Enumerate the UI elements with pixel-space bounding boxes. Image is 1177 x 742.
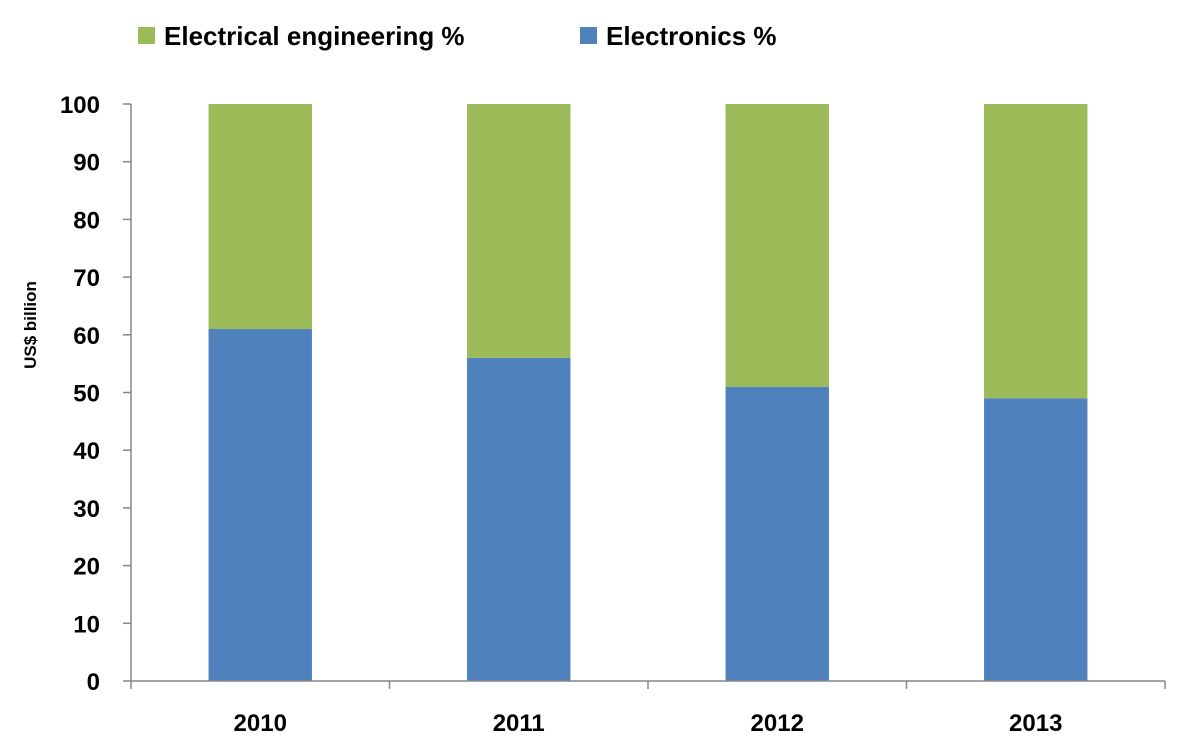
y-tick-label: 60	[73, 323, 100, 350]
y-tick-label: 40	[73, 438, 100, 465]
y-tick-label: 30	[73, 496, 100, 523]
bar-electronics-2011	[467, 357, 571, 681]
y-tick-label: 0	[87, 669, 100, 696]
y-tick-label: 70	[73, 265, 100, 292]
legend-label-electronics: Electronics %	[606, 21, 777, 51]
bar-electrical-engineering-2012	[725, 104, 829, 387]
x-tick-label: 2012	[751, 710, 804, 737]
x-tick-label: 2011	[493, 710, 545, 737]
y-axis-title: US$ billion	[21, 281, 40, 369]
bar-electrical-engineering-2011	[467, 104, 571, 358]
y-tick-label: 10	[73, 611, 100, 638]
bar-electronics-2012	[725, 386, 829, 681]
y-tick-label: 80	[73, 207, 100, 234]
y-tick-label: 90	[73, 150, 100, 177]
bar-electronics-2013	[984, 398, 1088, 681]
legend-swatch-electrical-engineering	[138, 27, 155, 44]
y-tick-label: 100	[60, 92, 100, 119]
x-tick-label: 2010	[234, 710, 287, 737]
plot-area: 0 10 20 30 40 50 60 70 80 90 100 2010 2011 2012 2013	[60, 92, 1166, 737]
y-tick-label: 50	[73, 381, 100, 408]
legend-swatch-electronics	[580, 27, 597, 44]
y-tick-label: 20	[73, 554, 100, 581]
bar-electrical-engineering-2010	[208, 104, 312, 330]
bar-electronics-2010	[208, 329, 312, 681]
legend-label-electrical-engineering: Electrical engineering %	[164, 21, 465, 51]
bar-electrical-engineering-2013	[984, 104, 1088, 399]
x-tick-label: 2013	[1009, 710, 1062, 737]
chart-legend: Electrical engineering % Electronics %	[138, 21, 777, 51]
